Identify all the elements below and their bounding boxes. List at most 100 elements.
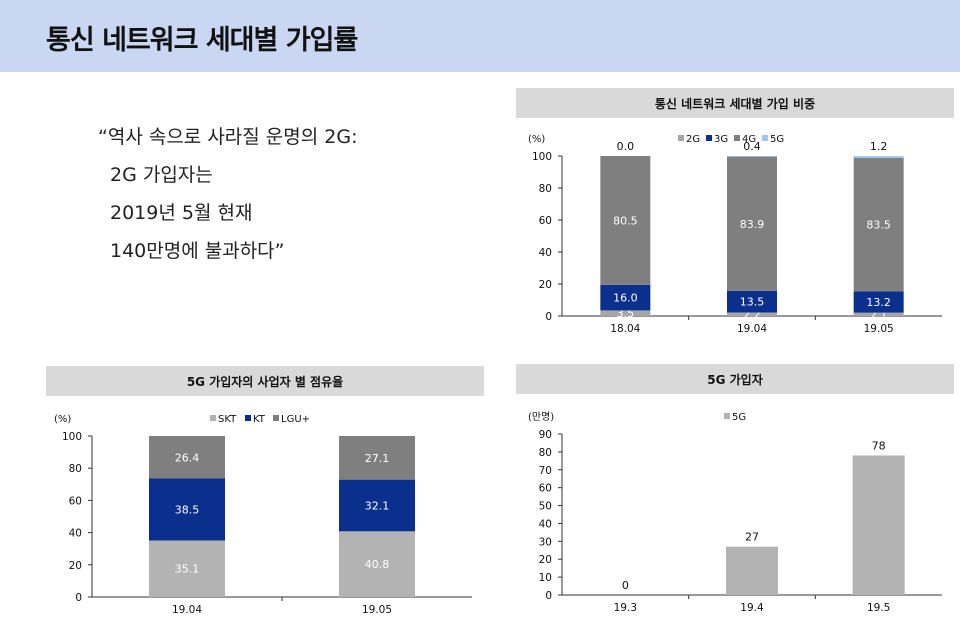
legend-entry: LGU+ bbox=[281, 414, 310, 425]
legend-swatch bbox=[210, 415, 216, 421]
y-tick-label: 0 bbox=[545, 590, 552, 602]
data-label: 0 bbox=[622, 579, 629, 592]
chart-generation-share: (%) 2G 3G 4G 5G 0 20 40 60 80 100 18.04 3.5 16.0 80.5 0… bbox=[528, 134, 942, 335]
unit-label: (만명) bbox=[528, 411, 554, 423]
legend-entry: 5G bbox=[732, 412, 746, 423]
x-tick-label: 18.04 bbox=[610, 323, 640, 335]
legend-swatch bbox=[273, 415, 279, 421]
data-label: 80.5 bbox=[613, 214, 638, 227]
legend-entry: 4G bbox=[742, 134, 756, 145]
data-label: 16.0 bbox=[613, 292, 638, 305]
quote-line: 140만명에 불과하다” bbox=[110, 240, 285, 262]
x-tick-label: 19.4 bbox=[740, 602, 764, 614]
chart-operator-header: 5G 가입자의 사업자 별 점유율 bbox=[46, 366, 484, 396]
bar-5g bbox=[852, 455, 905, 595]
y-tick-label: 30 bbox=[539, 536, 552, 548]
data-label: 40.8 bbox=[365, 558, 390, 571]
bar-5g bbox=[726, 546, 778, 595]
chart-operator-title: 5G 가입자의 사업자 별 점유율 bbox=[186, 374, 344, 389]
y-tick-label: 40 bbox=[69, 528, 82, 540]
y-tick-label: 0 bbox=[75, 592, 82, 604]
y-tick-label: 60 bbox=[69, 495, 82, 507]
quote-block: “역사 속으로 사라질 운명의 2G: 2G 가입자는 2019년 5월 현재 … bbox=[98, 118, 358, 270]
x-tick-label: 19.3 bbox=[614, 602, 637, 614]
bar-2g bbox=[600, 310, 651, 316]
x-tick-label: 19.5 bbox=[867, 602, 890, 614]
x-tick-label: 19.05 bbox=[362, 604, 392, 616]
bar-5g bbox=[727, 156, 777, 157]
bar-lgu bbox=[339, 436, 415, 480]
data-label: 13.5 bbox=[740, 296, 765, 309]
y-tick-label: 20 bbox=[539, 554, 552, 566]
y-tick-label: 100 bbox=[62, 431, 82, 443]
legend-entry: 3G bbox=[714, 134, 728, 145]
bar-kt bbox=[339, 479, 415, 532]
data-label: 38.5 bbox=[175, 503, 200, 516]
data-label: 35.1 bbox=[175, 563, 200, 576]
chart-operator-share: (%) SKT KT LGU+ 0 20 40 60 80 100 19.04 35.1 38.5 26.… bbox=[54, 414, 472, 616]
chart-5g-subscribers-header: 5G 가입자 bbox=[516, 364, 954, 394]
legend-swatch bbox=[762, 135, 768, 141]
y-tick-label: 90 bbox=[539, 429, 552, 441]
data-label: 13.2 bbox=[866, 296, 891, 309]
chart-generation-header: 통신 네트워크 세대별 가입 비중 bbox=[516, 88, 954, 118]
bar-5g bbox=[853, 156, 904, 158]
y-tick-label: 80 bbox=[539, 447, 552, 459]
y-tick-label: 70 bbox=[539, 465, 552, 477]
legend-entry: 5G bbox=[770, 134, 784, 145]
legend-swatch bbox=[706, 135, 712, 141]
data-label: 27 bbox=[745, 531, 759, 544]
y-tick-label: 80 bbox=[69, 463, 82, 475]
data-label: 1.2 bbox=[870, 140, 888, 153]
legend-entry: 2G bbox=[686, 134, 700, 145]
x-tick-label: 19.05 bbox=[864, 323, 894, 335]
data-label: 32.1 bbox=[365, 499, 390, 512]
y-tick-label: 60 bbox=[539, 483, 552, 495]
y-tick-label: 50 bbox=[539, 501, 552, 513]
legend-entry: KT bbox=[253, 414, 266, 425]
y-tick-label: 40 bbox=[539, 518, 552, 530]
legend-swatch bbox=[678, 135, 684, 141]
bar-4g bbox=[727, 156, 777, 291]
unit-label: (%) bbox=[54, 414, 71, 425]
legend-swatch bbox=[734, 135, 740, 141]
page-title: 통신 네트워크 세대별 가입률 bbox=[46, 25, 358, 56]
bar-2g bbox=[727, 312, 777, 316]
y-tick-label: 0 bbox=[545, 311, 552, 323]
data-label: 83.9 bbox=[740, 218, 765, 231]
data-label: 0.4 bbox=[743, 140, 761, 153]
bar-skt bbox=[339, 531, 415, 597]
bar-4g bbox=[853, 157, 904, 292]
chart-5g-subscribers: (만명) 5G 0 10 20 30 40 50 60 70 80 90 19.3 0 19.4 27 19.5… bbox=[528, 411, 942, 614]
legend-swatch bbox=[245, 415, 251, 421]
data-label: 3.5 bbox=[617, 307, 635, 320]
y-tick-label: 20 bbox=[69, 560, 82, 572]
bar-3g bbox=[853, 291, 904, 313]
data-label: 27.1 bbox=[365, 452, 390, 465]
data-label: 26.4 bbox=[175, 451, 200, 464]
data-label: 78 bbox=[872, 439, 886, 452]
y-tick-label: 10 bbox=[539, 572, 552, 584]
y-tick-label: 100 bbox=[532, 151, 552, 163]
bar-4g bbox=[600, 156, 651, 285]
bar-2g bbox=[853, 312, 904, 316]
unit-label: (%) bbox=[528, 134, 545, 145]
bar-3g bbox=[727, 290, 777, 313]
data-label: 0.0 bbox=[617, 140, 635, 153]
quote-line: “역사 속으로 사라질 운명의 2G: bbox=[98, 126, 358, 148]
data-label: 83.5 bbox=[866, 219, 891, 232]
y-tick-label: 60 bbox=[539, 215, 552, 227]
quote-line: 2019년 5월 현재 bbox=[110, 202, 253, 224]
y-tick-label: 20 bbox=[539, 279, 552, 291]
x-tick-label: 19.04 bbox=[737, 323, 767, 335]
title-bar: 통신 네트워크 세대별 가입률 bbox=[0, 0, 960, 72]
bar-skt bbox=[149, 540, 225, 597]
legend-entry: SKT bbox=[218, 414, 237, 425]
quote-line: 2G 가입자는 bbox=[110, 164, 213, 186]
chart-5g-subscribers-title: 5G 가입자 bbox=[707, 372, 763, 387]
y-tick-label: 40 bbox=[539, 247, 552, 259]
legend-swatch bbox=[724, 413, 730, 419]
x-tick-label: 19.04 bbox=[172, 604, 202, 616]
bar-kt bbox=[149, 478, 225, 541]
chart-generation-title: 통신 네트워크 세대별 가입 비중 bbox=[654, 96, 816, 111]
